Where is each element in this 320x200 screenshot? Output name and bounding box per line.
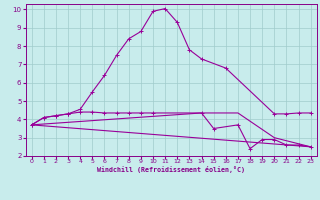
X-axis label: Windchill (Refroidissement éolien,°C): Windchill (Refroidissement éolien,°C) bbox=[97, 166, 245, 173]
